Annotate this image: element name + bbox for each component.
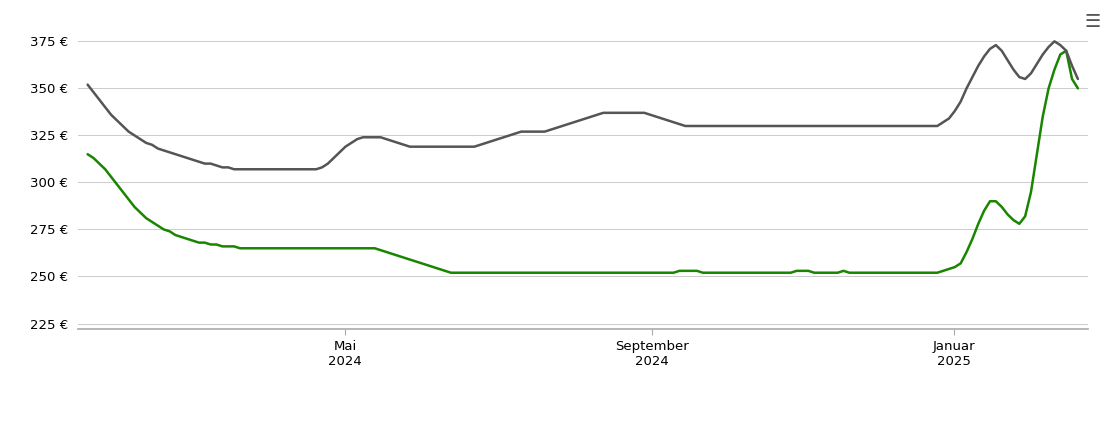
Text: ☰: ☰ <box>1084 13 1101 31</box>
